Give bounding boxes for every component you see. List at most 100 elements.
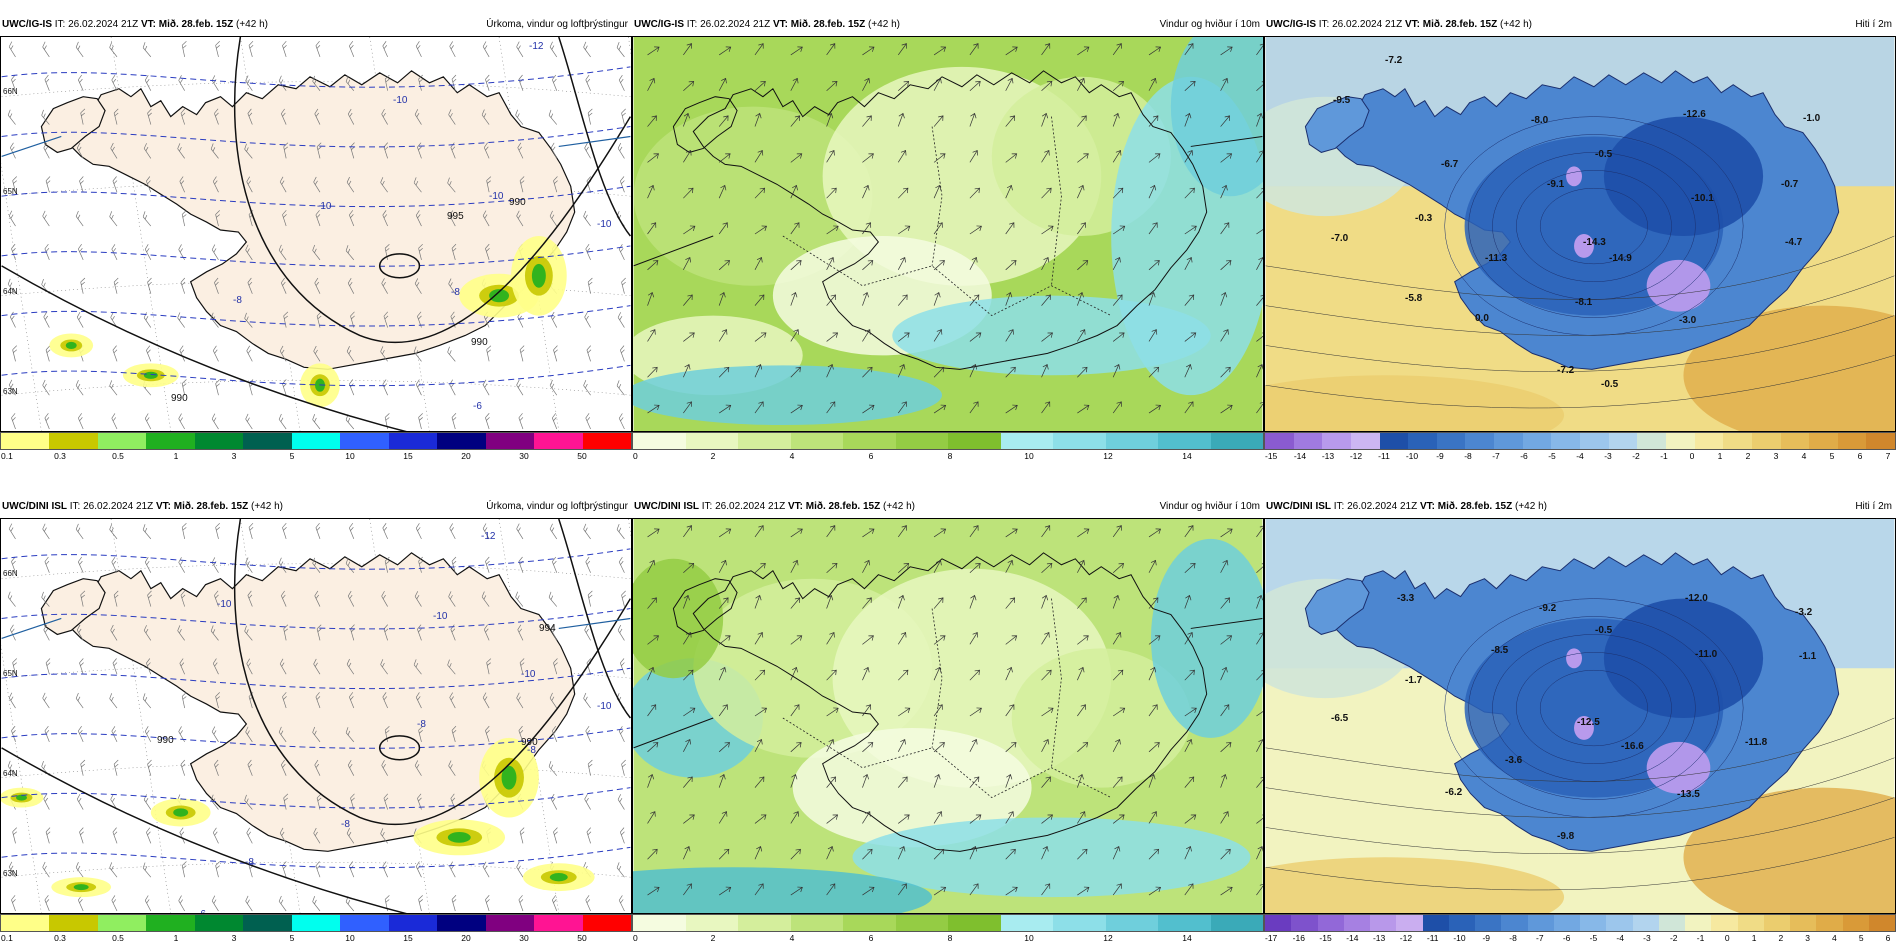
colorbar-swatch [1711, 915, 1738, 931]
colorbar-swatch [1608, 433, 1638, 449]
wind-barb [347, 590, 355, 607]
wind-barb [585, 726, 591, 743]
wind-arrow [1256, 707, 1263, 717]
wind-arrow [1220, 666, 1228, 681]
wind-arrow [790, 811, 799, 824]
wind-barb [383, 793, 389, 810]
colorbar-swatch [1501, 915, 1528, 931]
wind-arrow [1184, 401, 1194, 414]
wind-arrow [1077, 46, 1090, 56]
wind-arrow [862, 666, 870, 681]
wind-barb [345, 75, 355, 91]
wind-arrow [1005, 774, 1013, 788]
wind-arrow [754, 814, 767, 824]
wind-arrow [969, 225, 982, 235]
panel-header: UWC/DINI ISL IT: 26.02.2024 21Z VT: Mið.… [1264, 496, 1896, 518]
wind-barb [111, 74, 118, 91]
isotherm-line [1, 846, 631, 869]
precip-area [16, 794, 27, 801]
wind-barb [620, 345, 625, 362]
wind-arrow [1005, 260, 1017, 271]
colorbar-tick-label: 15 [403, 451, 413, 461]
wind-arrow [647, 366, 658, 378]
wind-arrow [683, 401, 692, 414]
wind-barb [345, 245, 355, 261]
wind-barb [143, 625, 152, 641]
wind-barb [7, 109, 16, 125]
wind-barb [482, 523, 490, 540]
wind-barb [617, 624, 625, 641]
colorbar-swatch [243, 915, 292, 931]
colorbar-tick-label: 30 [519, 933, 529, 943]
colorbar-swatch [1265, 915, 1292, 931]
wind-barb [180, 277, 186, 294]
wind-barb [448, 109, 456, 125]
wind-arrow [1112, 112, 1120, 127]
wind-arrow [790, 404, 803, 414]
colorbar-swatch [340, 915, 389, 931]
wind-arrow [1256, 81, 1263, 91]
wind-arrow [969, 525, 979, 538]
wind-barb [349, 522, 355, 540]
wind-arrow [933, 597, 944, 609]
colorbar-tick-label: 10 [345, 451, 355, 461]
colorbar-swatch [1475, 915, 1502, 931]
colorbar-swatch [291, 433, 341, 449]
wind-barb [585, 74, 591, 91]
wind-barb [483, 142, 490, 159]
wind-arrow [1112, 707, 1126, 717]
wind-arrow [933, 774, 941, 788]
wind-arrow [1077, 292, 1084, 306]
precip-area [73, 884, 89, 891]
colorbar-swatch [948, 433, 1001, 449]
wind-barb [553, 176, 558, 193]
wind-barb [80, 277, 86, 294]
map-canvas [1265, 519, 1895, 913]
wind-barb [315, 692, 321, 709]
wind-arrow [1184, 739, 1193, 752]
isobar-line [1, 265, 407, 431]
wind-arrow [862, 77, 871, 91]
wind-arrow [933, 704, 943, 717]
colorbar-swatch [1379, 433, 1409, 449]
wind-arrow [1220, 184, 1228, 199]
wind-barb [551, 74, 558, 91]
wind-arrow [969, 401, 979, 414]
precip-area [489, 289, 510, 303]
isotherm-line [1, 126, 631, 148]
wind-barb [417, 624, 422, 641]
wind-barb [282, 210, 287, 227]
wind-arrow [826, 294, 836, 306]
wind-barb [549, 210, 558, 227]
wind-arrow [1220, 886, 1233, 896]
wind-arrow [898, 669, 909, 681]
colorbar-swatch [1, 433, 50, 449]
precip-area [447, 832, 471, 843]
wind-arrow [1184, 187, 1195, 199]
wind-barb [244, 625, 253, 641]
wind-barb [381, 278, 388, 294]
wind-barb [211, 895, 219, 912]
wind-barb [621, 590, 626, 607]
colorbar-tick-label: 5 [289, 933, 295, 943]
wind-arrow [790, 774, 798, 788]
iceland-coastline [692, 70, 1208, 370]
wind-arrow [897, 632, 907, 645]
wind-barb [418, 725, 423, 742]
colorbar-swatch [1780, 433, 1810, 449]
wind-barb [583, 380, 591, 396]
wind-barb [246, 176, 253, 193]
wind-arrow [1005, 559, 1014, 573]
colorbar-tick-label: 10 [345, 933, 355, 943]
cold-core [1603, 116, 1764, 236]
wind-arrow [1041, 563, 1053, 573]
wind-barb [316, 624, 322, 641]
wind-arrow [897, 525, 907, 538]
wind-arrow [718, 886, 732, 896]
wind-arrow [647, 559, 656, 573]
wind-arrow [1112, 883, 1122, 896]
colorbar-swatch [1809, 433, 1838, 449]
isotherm-line [1, 364, 631, 387]
wind-arrow [826, 814, 839, 824]
wind-barb [485, 243, 490, 260]
